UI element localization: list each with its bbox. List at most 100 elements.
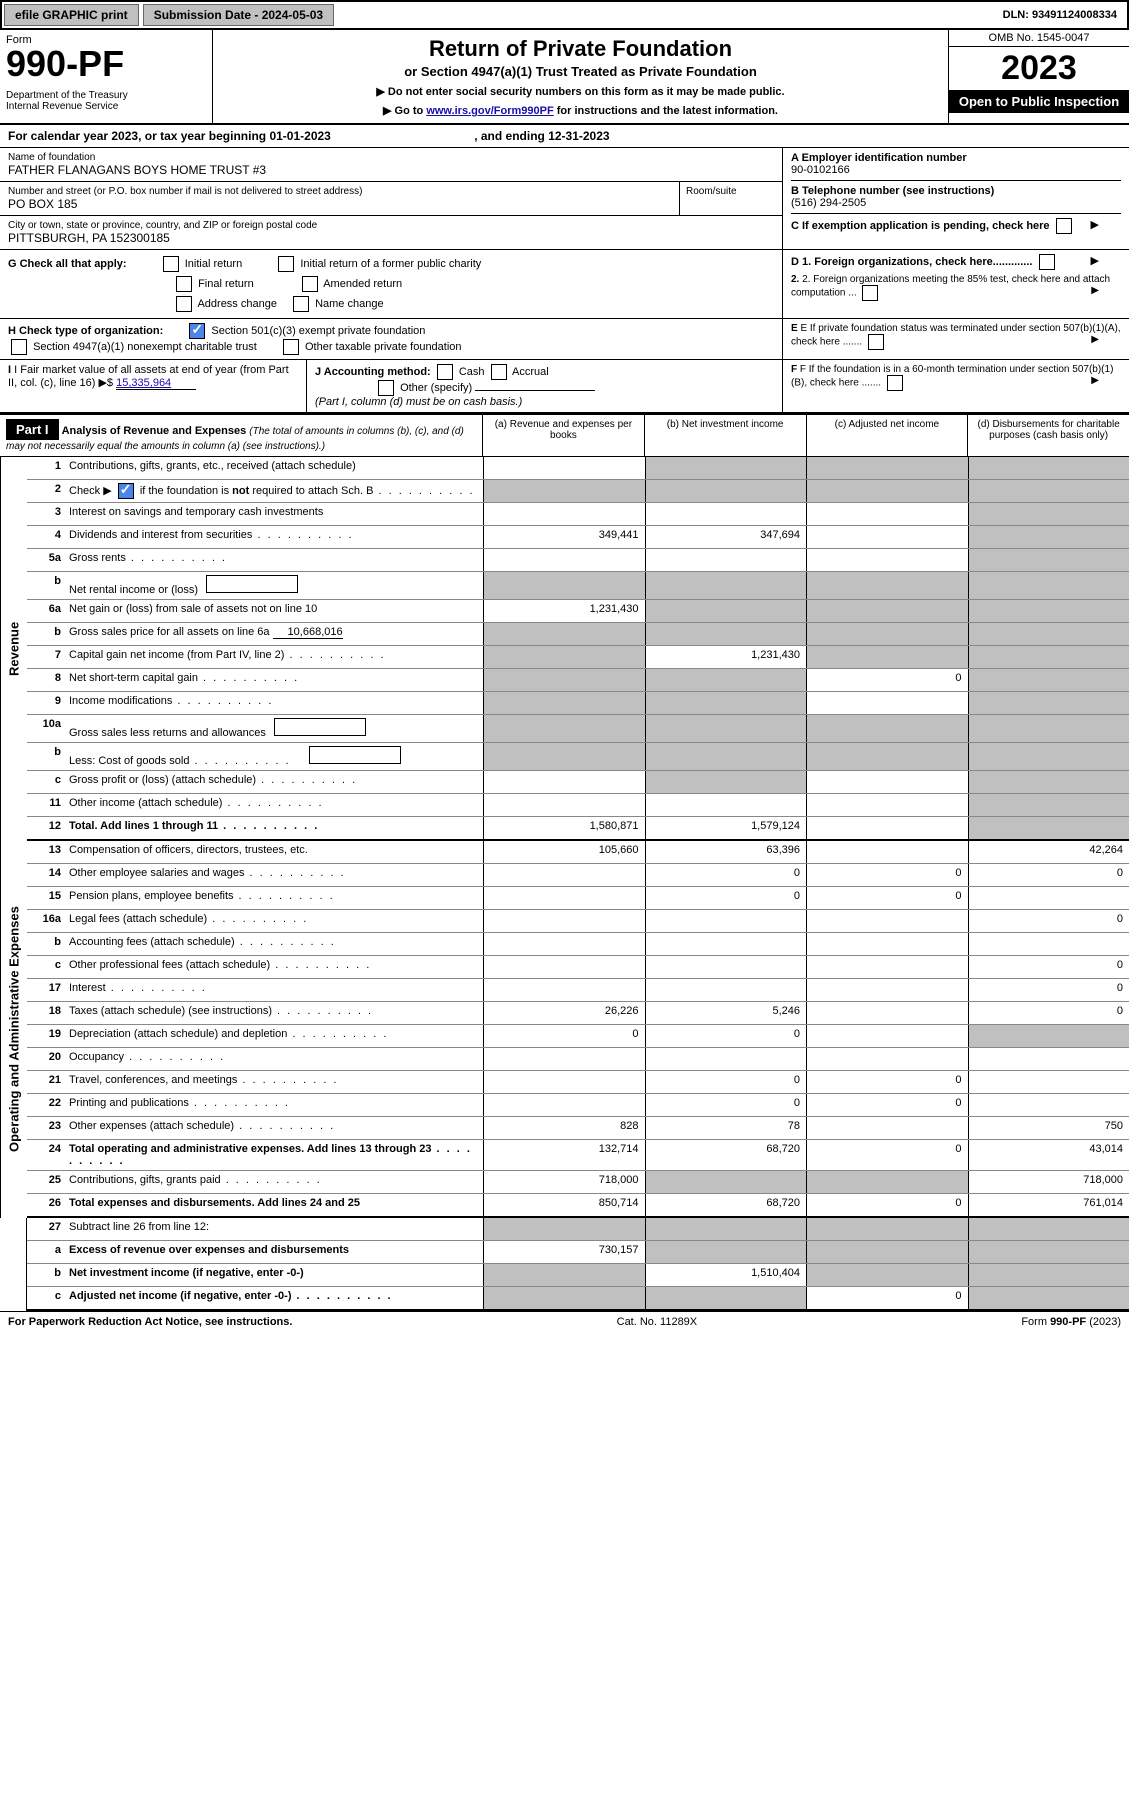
name-change-checkbox[interactable]	[293, 296, 309, 312]
instr2-post: for instructions and the latest informat…	[554, 105, 778, 117]
cal-end: 12-31-2023	[548, 129, 609, 143]
col-b-head: (b) Net investment income	[644, 415, 806, 456]
line-6a: Net gain or (loss) from sale of assets n…	[65, 600, 483, 622]
j-block: J Accounting method: Cash Accrual Other …	[307, 360, 783, 412]
accrual-checkbox[interactable]	[491, 364, 507, 380]
line-19: Depreciation (attach schedule) and deple…	[65, 1025, 483, 1047]
form-title: Return of Private Foundation	[223, 36, 938, 62]
501c3-checkbox[interactable]	[189, 323, 205, 339]
amended-checkbox[interactable]	[302, 276, 318, 292]
4947-checkbox[interactable]	[11, 339, 27, 355]
header-left: Form 990-PF Department of the Treasury I…	[0, 30, 213, 123]
line-3: Interest on savings and temporary cash i…	[65, 503, 483, 525]
form-subtitle: or Section 4947(a)(1) Trust Treated as P…	[223, 64, 938, 79]
cash-label: Cash	[459, 366, 485, 378]
header-center: Return of Private Foundation or Section …	[213, 30, 948, 123]
line-10a: Gross sales less returns and allowances	[65, 715, 483, 742]
revenue-side-label: Revenue	[0, 457, 27, 841]
form-number: 990-PF	[6, 46, 206, 82]
line-16a: Legal fees (attach schedule)	[65, 910, 483, 932]
name-block: Name of foundation FATHER FLANAGANS BOYS…	[0, 148, 782, 182]
cal-mid: , and ending	[474, 129, 548, 143]
other-method-label: Other (specify)	[400, 382, 472, 394]
address: PO BOX 185	[8, 197, 671, 211]
phone-label: B Telephone number (see instructions)	[791, 185, 994, 197]
omb-number: OMB No. 1545-0047	[949, 30, 1129, 47]
line-5b: Net rental income or (loss)	[65, 572, 483, 599]
header-right: OMB No. 1545-0047 2023 Open to Public In…	[948, 30, 1129, 123]
line-9: Income modifications	[65, 692, 483, 714]
d1-checkbox[interactable]	[1039, 254, 1055, 270]
line-16c: Other professional fees (attach schedule…	[65, 956, 483, 978]
address-change-checkbox[interactable]	[176, 296, 192, 312]
c-label: C If exemption application is pending, c…	[791, 218, 1121, 234]
line-27c: Adjusted net income (if negative, enter …	[65, 1287, 483, 1309]
initial-former-checkbox[interactable]	[278, 256, 294, 272]
city-state-zip: PITTSBURGH, PA 152300185	[8, 231, 774, 245]
line-18: Taxes (attach schedule) (see instruction…	[65, 1002, 483, 1024]
submission-date-button[interactable]: Submission Date - 2024-05-03	[143, 4, 334, 26]
ein-label: A Employer identification number	[791, 152, 967, 164]
open-to-public: Open to Public Inspection	[949, 90, 1129, 113]
irs-link[interactable]: www.irs.gov/Form990PF	[426, 105, 553, 117]
cash-checkbox[interactable]	[437, 364, 453, 380]
col-a-head: (a) Revenue and expenses per books	[482, 415, 644, 456]
line-27a: Excess of revenue over expenses and disb…	[65, 1241, 483, 1263]
page-footer: For Paperwork Reduction Act Notice, see …	[0, 1311, 1129, 1332]
ein-value: 90-0102166	[791, 164, 850, 176]
fmv-value[interactable]: 15,335,964	[116, 377, 196, 390]
line-17: Interest	[65, 979, 483, 1001]
ein-block: A Employer identification number 90-0102…	[783, 148, 1129, 249]
line-22: Printing and publications	[65, 1094, 483, 1116]
g-row: G Check all that apply: Initial return I…	[8, 256, 774, 272]
line-1: Contributions, gifts, grants, etc., rece…	[65, 457, 483, 479]
city-label: City or town, state or province, country…	[8, 220, 774, 231]
e-checkbox[interactable]	[868, 334, 884, 350]
d-block: D 1. Foreign organizations, check here..…	[783, 250, 1129, 318]
expenses-section: Operating and Administrative Expenses 13…	[0, 841, 1129, 1218]
line-16b: Accounting fees (attach schedule)	[65, 933, 483, 955]
efile-button[interactable]: efile GRAPHIC print	[4, 4, 139, 26]
other-taxable-label: Other taxable private foundation	[305, 341, 462, 353]
f-block: F F If the foundation is in a 60-month t…	[783, 360, 1129, 412]
c-checkbox[interactable]	[1056, 218, 1072, 234]
room-suite-label: Room/suite	[679, 182, 782, 215]
revenue-section: Revenue 1Contributions, gifts, grants, e…	[0, 457, 1129, 841]
addr-block: Number and street (or P.O. box number if…	[0, 182, 679, 215]
paperwork-notice: For Paperwork Reduction Act Notice, see …	[8, 1316, 292, 1328]
address-change-label: Address change	[197, 298, 277, 310]
part1-header: Part I Analysis of Revenue and Expenses …	[0, 413, 1129, 457]
col-c-head: (c) Adjusted net income	[806, 415, 968, 456]
line-11: Other income (attach schedule)	[65, 794, 483, 816]
top-bar: efile GRAPHIC print Submission Date - 20…	[0, 0, 1129, 30]
cal-pre: For calendar year 2023, or tax year begi…	[8, 129, 269, 143]
j-note: (Part I, column (d) must be on cash basi…	[315, 396, 522, 408]
e-label: E If private foundation status was termi…	[791, 323, 1121, 348]
line-7: Capital gain net income (from Part IV, l…	[65, 646, 483, 668]
dept-label: Department of the Treasury Internal Reve…	[6, 90, 206, 112]
line-10c: Gross profit or (loss) (attach schedule)	[65, 771, 483, 793]
cat-no: Cat. No. 11289X	[292, 1316, 1021, 1328]
part1-title: Analysis of Revenue and Expenses	[62, 425, 247, 437]
other-taxable-checkbox[interactable]	[283, 339, 299, 355]
name-label: Name of foundation	[8, 152, 774, 163]
line-8: Net short-term capital gain	[65, 669, 483, 691]
d2-checkbox[interactable]	[862, 285, 878, 301]
cal-begin: 01-01-2023	[269, 129, 330, 143]
initial-return-checkbox[interactable]	[163, 256, 179, 272]
city-block: City or town, state or province, country…	[0, 216, 782, 249]
instr2-pre: ▶ Go to	[383, 105, 426, 117]
d2-label: 2. Foreign organizations meeting the 85%…	[791, 274, 1110, 299]
other-method-checkbox[interactable]	[378, 380, 394, 396]
phone-value: (516) 294-2505	[791, 197, 866, 209]
f-checkbox[interactable]	[887, 375, 903, 391]
schb-checkbox[interactable]	[118, 483, 134, 499]
line-24: Total operating and administrative expen…	[65, 1140, 483, 1170]
expenses-side-label: Operating and Administrative Expenses	[0, 841, 27, 1218]
line-21: Travel, conferences, and meetings	[65, 1071, 483, 1093]
amended-label: Amended return	[323, 278, 402, 290]
line-27b: Net investment income (if negative, ente…	[65, 1264, 483, 1286]
form-990pf-page: efile GRAPHIC print Submission Date - 20…	[0, 0, 1129, 1332]
line-15: Pension plans, employee benefits	[65, 887, 483, 909]
final-return-checkbox[interactable]	[176, 276, 192, 292]
